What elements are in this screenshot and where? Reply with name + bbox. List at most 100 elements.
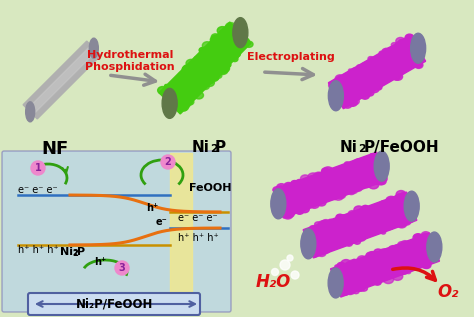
Ellipse shape — [358, 82, 362, 85]
Ellipse shape — [195, 81, 200, 85]
Ellipse shape — [281, 210, 291, 218]
Ellipse shape — [360, 207, 369, 214]
Ellipse shape — [329, 175, 338, 182]
Ellipse shape — [354, 233, 364, 241]
Ellipse shape — [380, 67, 388, 74]
Ellipse shape — [353, 68, 357, 71]
Ellipse shape — [398, 41, 403, 45]
Ellipse shape — [401, 217, 407, 222]
Ellipse shape — [353, 187, 358, 191]
Ellipse shape — [374, 226, 380, 231]
Ellipse shape — [371, 67, 382, 75]
Ellipse shape — [319, 178, 325, 182]
Ellipse shape — [392, 61, 402, 68]
Ellipse shape — [357, 65, 361, 68]
Ellipse shape — [363, 67, 367, 70]
Bar — [303, 192, 417, 258]
Text: O₂: O₂ — [438, 283, 459, 301]
Ellipse shape — [352, 281, 356, 284]
Ellipse shape — [391, 50, 401, 58]
Ellipse shape — [373, 273, 379, 278]
Ellipse shape — [385, 266, 390, 270]
Ellipse shape — [426, 244, 435, 251]
Ellipse shape — [405, 38, 414, 45]
Ellipse shape — [335, 78, 343, 84]
Ellipse shape — [340, 288, 349, 295]
Ellipse shape — [222, 49, 228, 54]
Ellipse shape — [365, 221, 373, 227]
Ellipse shape — [325, 172, 335, 180]
Ellipse shape — [193, 73, 200, 79]
Ellipse shape — [206, 72, 216, 79]
Ellipse shape — [340, 270, 346, 275]
Ellipse shape — [373, 221, 379, 226]
Ellipse shape — [188, 91, 196, 98]
Text: 3: 3 — [118, 263, 126, 273]
Ellipse shape — [368, 181, 379, 189]
Ellipse shape — [402, 219, 408, 223]
Ellipse shape — [398, 68, 402, 70]
Ellipse shape — [364, 164, 372, 170]
Ellipse shape — [383, 275, 393, 284]
Ellipse shape — [365, 165, 373, 170]
Ellipse shape — [353, 71, 360, 77]
Ellipse shape — [389, 48, 398, 55]
Ellipse shape — [375, 224, 383, 230]
Ellipse shape — [347, 176, 352, 180]
Ellipse shape — [383, 261, 391, 267]
Ellipse shape — [223, 52, 226, 55]
Ellipse shape — [353, 71, 363, 79]
Ellipse shape — [210, 41, 215, 45]
Ellipse shape — [390, 215, 399, 222]
Ellipse shape — [326, 234, 337, 242]
Ellipse shape — [164, 84, 168, 87]
Ellipse shape — [403, 243, 414, 251]
Ellipse shape — [333, 193, 340, 198]
Ellipse shape — [373, 172, 379, 178]
Ellipse shape — [359, 183, 365, 187]
Ellipse shape — [404, 259, 414, 267]
Ellipse shape — [331, 85, 339, 91]
Ellipse shape — [402, 198, 410, 204]
Ellipse shape — [398, 73, 401, 76]
Ellipse shape — [365, 213, 374, 220]
Ellipse shape — [391, 266, 400, 272]
Ellipse shape — [300, 193, 305, 198]
Ellipse shape — [284, 183, 293, 190]
Ellipse shape — [358, 173, 366, 180]
Ellipse shape — [362, 161, 369, 166]
Ellipse shape — [222, 28, 229, 34]
Ellipse shape — [356, 278, 366, 286]
Ellipse shape — [192, 67, 200, 73]
Ellipse shape — [379, 201, 389, 208]
Ellipse shape — [336, 89, 345, 96]
Ellipse shape — [353, 78, 362, 86]
Ellipse shape — [272, 268, 279, 275]
Ellipse shape — [209, 71, 219, 80]
Ellipse shape — [363, 229, 374, 237]
Ellipse shape — [301, 229, 316, 259]
Text: Ni: Ni — [340, 140, 358, 155]
Ellipse shape — [329, 240, 333, 243]
Ellipse shape — [388, 213, 397, 220]
Ellipse shape — [336, 79, 340, 83]
Ellipse shape — [382, 48, 392, 56]
Ellipse shape — [209, 48, 216, 54]
Ellipse shape — [311, 245, 320, 252]
Ellipse shape — [393, 73, 402, 80]
Ellipse shape — [407, 248, 418, 256]
Ellipse shape — [195, 68, 200, 72]
Ellipse shape — [328, 225, 335, 230]
Ellipse shape — [214, 38, 221, 43]
Ellipse shape — [422, 235, 429, 241]
Ellipse shape — [288, 191, 292, 194]
Ellipse shape — [353, 233, 359, 238]
Ellipse shape — [296, 179, 302, 184]
Ellipse shape — [346, 218, 356, 225]
Ellipse shape — [220, 36, 227, 41]
Ellipse shape — [324, 222, 328, 225]
Ellipse shape — [361, 92, 369, 99]
Ellipse shape — [320, 245, 329, 253]
Ellipse shape — [374, 151, 389, 181]
Ellipse shape — [198, 56, 208, 64]
